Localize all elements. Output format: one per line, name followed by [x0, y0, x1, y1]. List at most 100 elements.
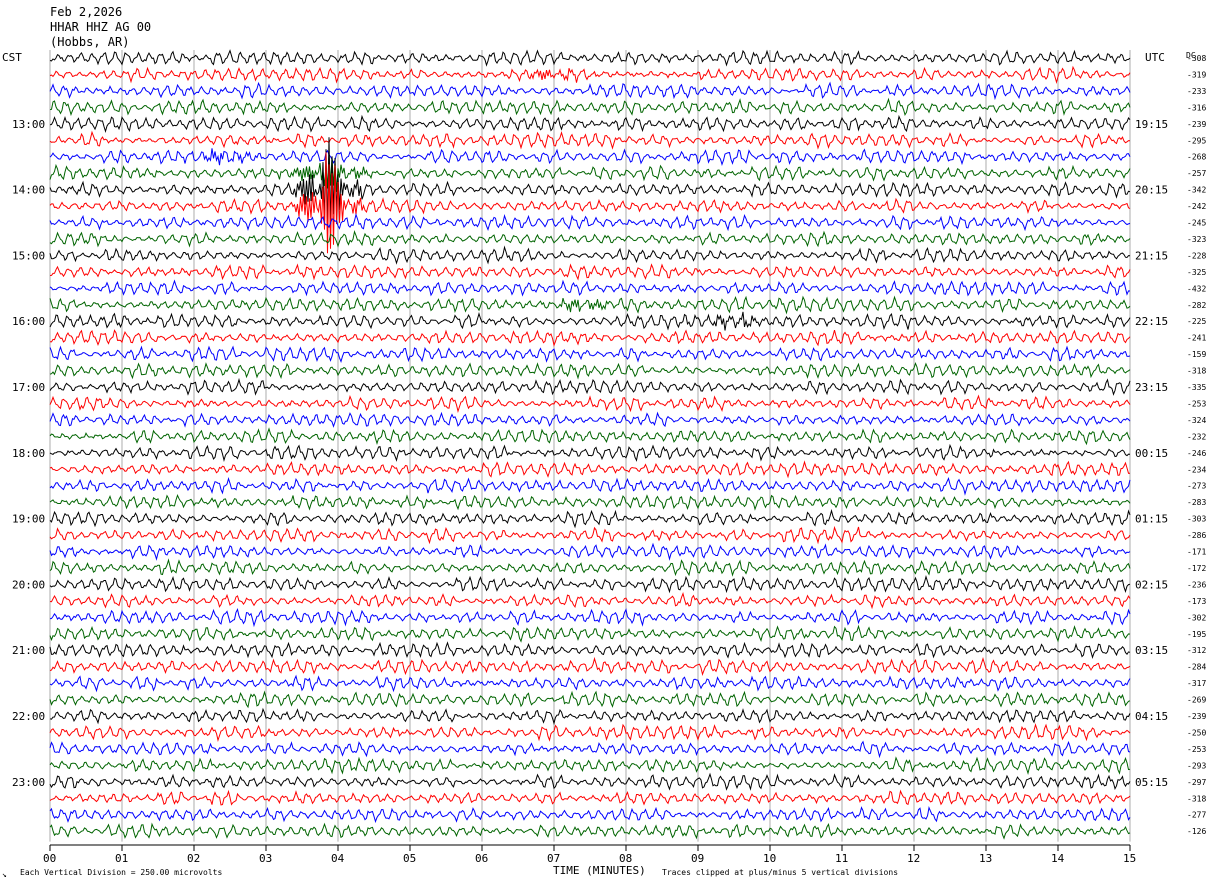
left-time-labels: 13:00 14:00 15:00 16:00 17:00 18:00 19:00 20:00…	[12, 118, 45, 789]
seismic-trace-13	[49, 263, 1131, 281]
trace-offset-label: -253	[1187, 399, 1206, 408]
right-time-label: 00:15	[1135, 447, 1168, 460]
trace-offset-label: -325	[1187, 268, 1206, 277]
trace-offset-label: -295	[1187, 136, 1206, 145]
trace-offset-label: -225	[1187, 317, 1206, 326]
seismic-trace-1	[49, 65, 1131, 85]
trace-offset-label: -257	[1187, 169, 1206, 178]
trace-offset-label: -277	[1187, 811, 1206, 820]
dc-label: DC	[1186, 51, 1196, 60]
trace-offset-label: -250	[1187, 728, 1206, 737]
trace-offset-label: -246	[1187, 449, 1206, 458]
left-time-label: 17:00	[12, 381, 45, 394]
left-time-label: 23:00	[12, 776, 45, 789]
trace-offset-label: -432	[1187, 284, 1206, 293]
trace-offset-label: -268	[1187, 153, 1206, 162]
seismic-trace-36	[49, 641, 1131, 659]
trace-offset-label: -171	[1187, 548, 1206, 557]
seismic-trace-30	[49, 542, 1131, 561]
seismic-trace-12	[49, 245, 1131, 265]
seismic-trace-33	[49, 591, 1131, 610]
left-zone-label: CST	[2, 51, 22, 64]
seismic-trace-45	[49, 789, 1131, 806]
trace-offset-label: -236	[1187, 580, 1206, 589]
seismic-trace-24	[49, 443, 1131, 462]
seismic-trace-31	[49, 558, 1131, 577]
station-label: HHAR HHZ AG 00	[50, 20, 151, 34]
trace-offset-label: -282	[1187, 301, 1206, 310]
location-label: (Hobbs, AR)	[50, 35, 129, 49]
right-time-label: 05:15	[1135, 776, 1168, 789]
trace-offset-label: -234	[1187, 465, 1206, 474]
x-tick-label: 11	[835, 852, 848, 865]
seismic-trace-15	[49, 295, 1131, 315]
seismic-trace-23	[49, 427, 1131, 446]
seismic-trace-27	[49, 494, 1131, 511]
right-time-label: 22:15	[1135, 315, 1168, 328]
x-tick-label: 09	[691, 852, 704, 865]
seismic-trace-4	[49, 114, 1131, 134]
x-tick-label: 14	[1051, 852, 1065, 865]
trace-offset-label: -308	[1187, 54, 1206, 63]
left-time-label: 20:00	[12, 578, 45, 591]
trace-offset-label: -316	[1187, 103, 1206, 112]
trace-offset-label: -228	[1187, 251, 1206, 260]
trace-offset-label: -284	[1187, 663, 1206, 672]
x-tick-label: 13	[979, 852, 992, 865]
right-time-label: 20:15	[1135, 184, 1168, 197]
seismic-trace-9	[49, 152, 1131, 254]
seismic-trace-43	[49, 756, 1131, 776]
trace-offset-label: -233	[1187, 87, 1206, 96]
seismic-trace-38	[49, 674, 1131, 693]
trace-offset-label: -159	[1187, 350, 1206, 359]
seismic-trace-34	[49, 608, 1131, 628]
trace-offset-label: -273	[1187, 482, 1206, 491]
seismic-trace-16	[49, 311, 1131, 331]
trace-offset-label: -269	[1187, 696, 1206, 705]
seismic-trace-28	[49, 508, 1131, 529]
trace-offset-label: -239	[1187, 120, 1206, 129]
left-time-label: 22:00	[12, 710, 45, 723]
x-tick-label: 04	[331, 852, 345, 865]
trace-offset-label: -335	[1187, 383, 1206, 392]
left-time-label: 13:00	[12, 118, 45, 131]
trace-offset-label: -126	[1187, 827, 1206, 836]
trace-offset-label: -324	[1187, 416, 1206, 425]
x-axis-ticks: 00 01 02 03 04 05 06 07 08 09 10 11 12 13 14 15	[43, 844, 1136, 865]
trace-offset-label: -283	[1187, 498, 1206, 507]
x-tick-label: 06	[475, 852, 488, 865]
right-time-labels: 19:15 20:15 21:15 22:15 23:15 00:15 01:15 02:15…	[1135, 118, 1168, 789]
trace-offset-label: -172	[1187, 564, 1206, 573]
seismic-trace-29	[49, 525, 1131, 545]
x-tick-label: 07	[547, 852, 560, 865]
x-tick-label: 03	[259, 852, 272, 865]
grid-lines	[49, 50, 1131, 842]
right-time-label: 02:15	[1135, 578, 1168, 591]
trace-offset-label: -239	[1187, 712, 1206, 721]
x-tick-label: 05	[403, 852, 416, 865]
x-tick-label: 15	[1123, 852, 1136, 865]
seismic-trace-20	[49, 377, 1131, 396]
footer-mark: ↘	[2, 870, 7, 879]
seismic-trace-7	[49, 153, 1131, 193]
seismic-trace-5	[49, 130, 1131, 150]
seismic-trace-17	[49, 329, 1131, 347]
seismic-trace-3	[49, 97, 1131, 117]
seismic-trace-8	[49, 137, 1131, 235]
seismic-trace-35	[49, 624, 1131, 643]
left-time-label: 15:00	[12, 249, 45, 262]
trace-offset-label: -293	[1187, 761, 1206, 770]
seismic-trace-21	[49, 394, 1131, 414]
right-time-label: 21:15	[1135, 249, 1168, 262]
seismic-trace-18	[49, 345, 1131, 364]
seismic-trace-39	[49, 690, 1131, 709]
seismic-trace-11	[49, 229, 1131, 248]
trace-offset-label: -245	[1187, 219, 1206, 228]
seismic-trace-0	[49, 49, 1131, 67]
trace-offset-label: -286	[1187, 531, 1206, 540]
scale-note: Each Vertical Division = 250.00 microvol…	[20, 868, 222, 877]
right-time-label: 03:15	[1135, 644, 1168, 657]
trace-offset-label: -232	[1187, 432, 1206, 441]
trace-offset-label: -302	[1187, 613, 1206, 622]
clip-note: Traces clipped at plus/minus 5 vertical …	[662, 868, 898, 877]
